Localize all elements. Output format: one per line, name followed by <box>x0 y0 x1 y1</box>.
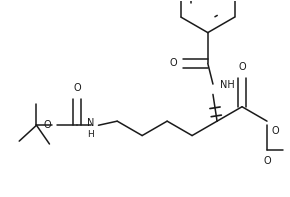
Text: O: O <box>44 120 52 130</box>
Text: H: H <box>88 130 94 139</box>
Text: N: N <box>87 118 94 128</box>
Text: O: O <box>169 59 177 69</box>
Text: NH: NH <box>220 80 235 90</box>
Text: O: O <box>271 126 279 136</box>
Text: O: O <box>263 156 271 166</box>
Text: O: O <box>73 83 81 93</box>
Text: O: O <box>238 62 246 72</box>
